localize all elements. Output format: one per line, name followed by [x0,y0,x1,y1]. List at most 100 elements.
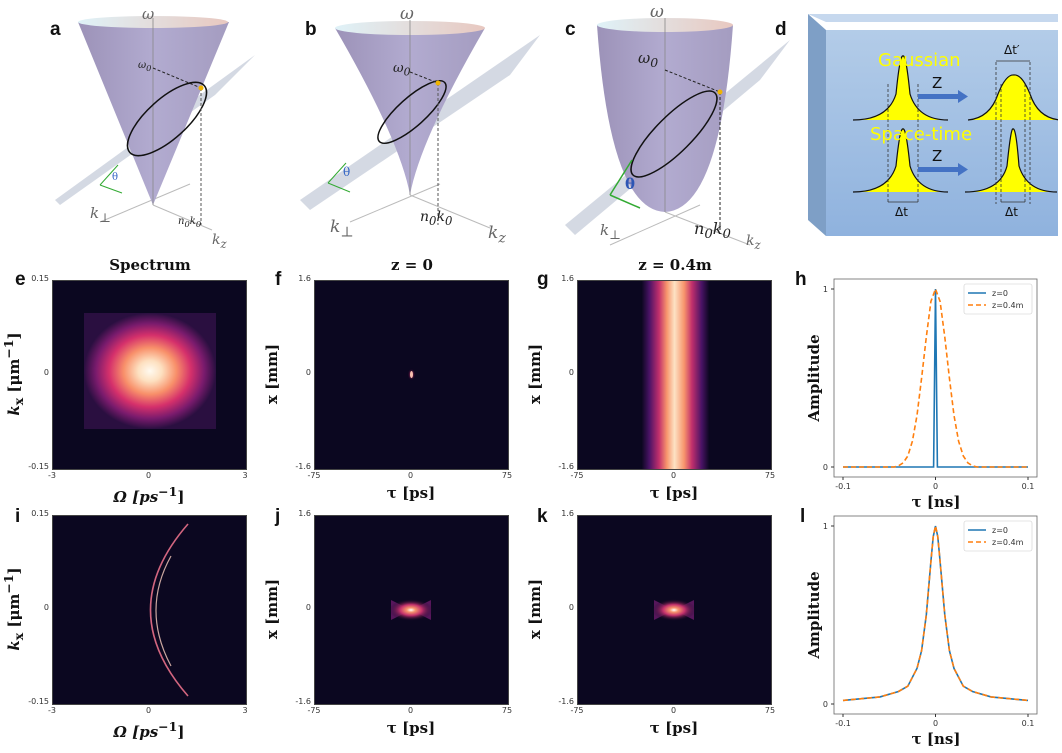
series-line-z-0 [843,288,1028,468]
legend-label: z=0.4m [992,301,1024,310]
z-label-1: Z [932,74,943,92]
x-tick-label: 3 [242,471,248,480]
gaussian-label: Gaussian [878,50,961,71]
heatmap-e-spectrum [52,280,247,470]
y-tick-label: -1.6 [295,462,311,471]
x-axis-label-tau: τ [ps] [649,484,699,502]
legend-box [963,283,1033,315]
x-axis-label-l: τ [ns] [911,730,961,748]
panel-label-f: f [275,269,282,290]
x-axis-label-h: τ [ns] [911,493,961,511]
x-tick-label: 0 [407,471,414,480]
x-tick-label: 0 [145,471,152,480]
x-tick-label: -75 [307,706,321,715]
x-tick-label: 0 [670,471,677,480]
delta-t-label-right: Δt [1005,205,1018,219]
y-axis-label-kx: kx [μm−1] [1,567,26,651]
k-perp-label-c: k⊥ [600,221,621,242]
x-tick-label: -75 [307,471,321,480]
kz-label-a: kz [212,232,227,251]
x-tick-label: 75 [501,706,513,715]
panel-c-cone [565,18,790,246]
x-tick-label: 3 [242,706,248,715]
n0k0-label-b: n0k0 [420,209,453,228]
heatmap-g [577,280,772,470]
arrow-icon [918,90,968,176]
x-tick-label: -0.1 [835,482,851,491]
x-axis-label-omega: Ω [ps−1] [113,719,185,741]
series-line-z-0-4m [842,525,1029,702]
x-tick-label: 0 [145,706,152,715]
n0k0-label-c: n0k0 [694,219,731,243]
omega0-label-b: ω0 [393,61,411,79]
panel-label-g: g [537,269,549,290]
x-tick-label: 0 [407,706,414,715]
legend-box [963,520,1033,552]
pulse-propagation-diagram: Gaussian Space-time Z Z Δt′ Δt Δt [808,14,1058,236]
omega-axis-label-c: ω [650,2,664,22]
panel-label-a: a [50,19,61,40]
y-tick-label: 0 [823,463,828,472]
panel-label-b: b [305,19,317,40]
y-tick-label: 1.6 [561,274,574,283]
x-tick-label: 75 [764,471,776,480]
y-axis-label-kx: kx [μm−1] [1,332,26,416]
theta-label-a: θ [112,172,119,183]
panel-label-d: d [775,19,787,40]
y-axis-label-x: x [mm] [263,578,281,640]
x-tick-label: 0 [933,482,938,491]
heatmap-i [52,515,247,705]
x-tick-label: -3 [48,706,56,715]
y-tick-label: 0 [305,603,311,612]
x-tick-label: -3 [48,471,56,480]
dispersion-cones [55,16,790,246]
y-tick-label: -0.15 [28,697,49,706]
panel-a-cone [55,16,255,231]
omega-axis-label-b: ω [400,4,414,24]
y-tick-label: 0 [823,700,828,709]
x-axis-label-omega: Ω [ps−1] [113,484,185,506]
kz-label-b: kz [488,223,506,247]
x-tick-label: 0.1 [1022,482,1035,491]
omega-axis-label-a: ω [142,5,155,23]
y-tick-label: 0 [43,603,49,612]
x-tick-label: 0 [670,706,677,715]
theta-label-b: θ [343,165,351,179]
panel-label-i: i [15,506,21,527]
title-z04: z = 0.4m [638,256,712,274]
x-tick-label: -75 [570,706,584,715]
title-z0: z = 0 [391,256,433,274]
y-axis-label-h: Amplitude [805,334,823,422]
y-axis-label-x: x [mm] [263,343,281,405]
legend-label: z=0 [992,289,1008,298]
x-tick-label: -75 [570,471,584,480]
heatmap-f [314,280,509,470]
y-tick-label: 1 [823,522,828,531]
x-tick-label: 75 [501,471,513,480]
x-tick-label: 0.1 [1022,719,1035,728]
space-time-label: Space-time [870,124,973,145]
y-tick-label: 0 [43,368,49,377]
x-tick-label: -0.1 [835,719,851,728]
x-tick-label: 75 [764,706,776,715]
y-tick-label: 0 [568,603,574,612]
y-tick-label: -0.15 [28,462,49,471]
y-tick-label: 1.6 [298,509,311,518]
omega0-label-c: ω0 [638,49,659,70]
z-label-2: Z [932,147,943,165]
k-perp-label-a: k⊥ [90,204,111,225]
y-tick-label: -1.6 [558,462,574,471]
delta-t-prime-label: Δt′ [1004,43,1020,57]
n0k0-label-a: n0k0 [178,216,202,229]
y-axis-label-x: x [mm] [526,343,544,405]
panel-label-h: h [795,269,807,290]
title-spectrum: Spectrum [109,256,191,274]
series-line-z-0 [842,525,1029,702]
y-tick-label: 0.15 [31,274,49,283]
panel-b-cone [300,20,540,229]
line-plot-l: -0.1 0 0.1 0 1 z=0 z=0.4m [823,515,1038,728]
y-tick-label: 1.6 [298,274,311,283]
legend-label: z=0.4m [992,538,1024,547]
panel-label-e: e [15,269,26,290]
y-axis-label-l: Amplitude [805,571,823,659]
